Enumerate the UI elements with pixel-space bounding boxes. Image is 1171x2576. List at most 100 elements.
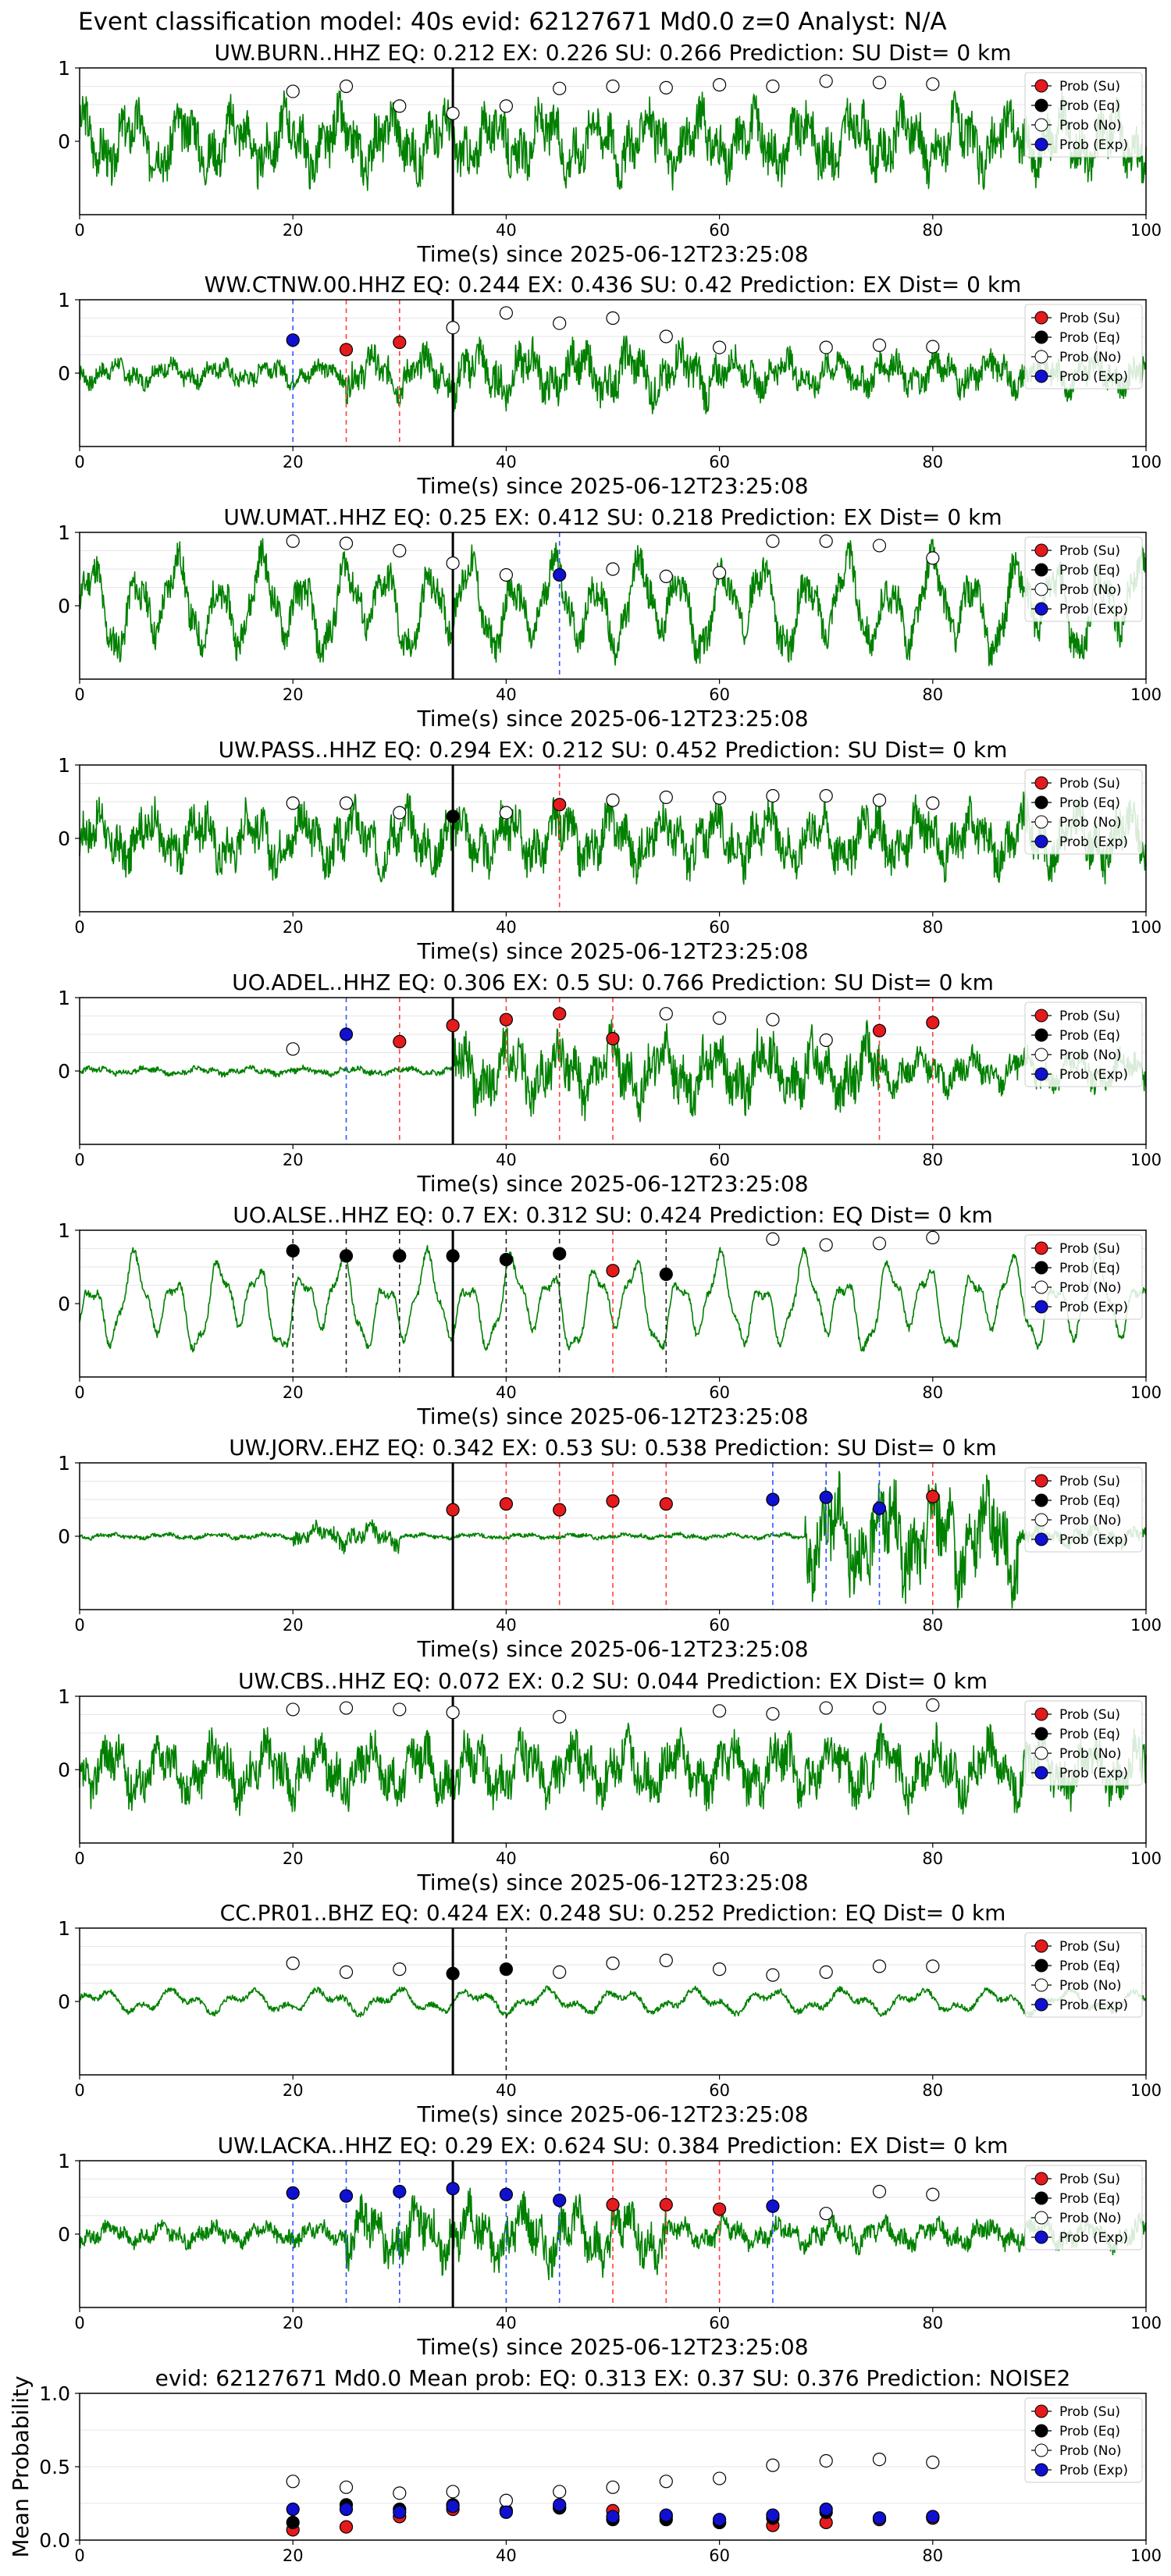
y-tick-label: 0 xyxy=(58,362,70,385)
prob-marker-su xyxy=(499,1012,514,1026)
legend-label: Prob (Exp) xyxy=(1059,2463,1128,2478)
prob-marker-eq xyxy=(446,809,460,824)
x-tick-label: 100 xyxy=(1130,221,1162,240)
prob-marker-no xyxy=(872,338,887,352)
prob-marker-no xyxy=(872,1236,887,1251)
legend-box xyxy=(1024,1467,1143,1553)
waveform-trace xyxy=(79,1244,1147,1353)
prob-marker-exp xyxy=(819,1490,833,1504)
x-tick-label: 40 xyxy=(496,1616,517,1635)
prob-marker-exp xyxy=(393,2184,407,2199)
prob-marker-eq xyxy=(553,1247,567,1261)
prob-marker-su xyxy=(446,1503,460,1517)
prob-marker-eq xyxy=(499,1252,514,1267)
prob-marker-no xyxy=(872,2184,887,2199)
legend-marker xyxy=(1034,369,1048,383)
legend-marker xyxy=(1034,1474,1048,1488)
y-tick-label: 0 xyxy=(58,1991,70,2013)
x-tick-label: 60 xyxy=(709,2546,730,2565)
y-tick-label: 0 xyxy=(58,1060,70,1083)
prob-marker-no xyxy=(819,534,833,548)
legend-label: Prob (Exp) xyxy=(1059,602,1128,617)
y-tick-label: 0 xyxy=(58,1293,70,1315)
x-tick-label: 60 xyxy=(709,685,730,704)
prob-marker-no xyxy=(659,1953,673,1967)
legend-label: Prob (Exp) xyxy=(1059,1766,1128,1781)
legend-box xyxy=(1024,536,1143,622)
panel-5: UO.ADEL..HHZ EQ: 0.306 EX: 0.5 SU: 0.766… xyxy=(58,970,1162,1197)
panel-10: UW.LACKA..HHZ EQ: 0.29 EX: 0.624 SU: 0.3… xyxy=(58,2133,1162,2360)
x-tick-label: 80 xyxy=(922,918,943,937)
x-tick-label: 60 xyxy=(709,2314,730,2332)
x-tick-label: 80 xyxy=(922,1616,943,1635)
prob-marker-no xyxy=(872,1959,887,1973)
legend-label: Prob (Su) xyxy=(1059,1939,1120,1955)
legend-label: Prob (Eq) xyxy=(1059,2191,1120,2207)
prob-marker-no xyxy=(819,2207,833,2221)
legend-marker xyxy=(1034,1241,1048,1255)
prob-marker-no xyxy=(926,796,940,810)
legend-marker xyxy=(1034,1513,1048,1527)
mean-prob-marker-no xyxy=(606,2480,620,2494)
y-tick-label: 1 xyxy=(58,289,70,311)
legend-marker xyxy=(1034,1009,1048,1023)
prob-marker-su xyxy=(393,335,407,350)
prob-marker-su xyxy=(553,1503,567,1517)
prob-marker-su xyxy=(553,798,567,812)
x-tick-label: 20 xyxy=(283,1849,304,1868)
x-tick-label: 20 xyxy=(283,221,304,240)
waveform-trace xyxy=(79,538,1147,667)
mean-prob-marker-no xyxy=(446,2485,460,2499)
legend-label: Prob (Su) xyxy=(1059,1009,1120,1024)
legend-box xyxy=(1024,1700,1143,1786)
prob-marker-no xyxy=(712,1011,727,1025)
x-axis-label: Time(s) since 2025-06-12T23:25:08 xyxy=(416,1404,808,1429)
prob-marker-no xyxy=(926,1698,940,1712)
legend-label: Prob (Eq) xyxy=(1059,330,1120,346)
y-tick-label: 1 xyxy=(58,1685,70,1708)
legend-label: Prob (No) xyxy=(1059,2443,1122,2459)
x-tick-label: 0 xyxy=(74,1151,84,1169)
mean-prob-marker-exp xyxy=(766,2508,780,2522)
legend-box xyxy=(1024,2165,1143,2250)
prob-marker-no xyxy=(926,1959,940,1973)
x-tick-label: 60 xyxy=(709,2081,730,2100)
panel-title: UW.LACKA..HHZ EQ: 0.29 EX: 0.624 SU: 0.3… xyxy=(218,2133,1009,2158)
x-tick-label: 60 xyxy=(709,918,730,937)
legend-marker xyxy=(1034,1261,1048,1275)
legend-label: Prob (No) xyxy=(1059,1513,1122,1528)
prob-marker-su xyxy=(606,2197,620,2211)
x-tick-label: 40 xyxy=(496,685,517,704)
x-tick-label: 100 xyxy=(1130,685,1162,704)
legend-marker xyxy=(1034,311,1048,325)
legend-label: Prob (No) xyxy=(1059,350,1122,365)
legend-marker xyxy=(1034,563,1048,577)
prob-marker-no xyxy=(712,1962,727,1976)
prob-marker-no xyxy=(766,79,780,94)
x-tick-label: 0 xyxy=(74,453,84,471)
legend-label: Prob (No) xyxy=(1059,118,1122,133)
prob-marker-no xyxy=(553,316,567,330)
mean-prob-marker-exp xyxy=(606,2510,620,2524)
legend-marker xyxy=(1034,2191,1048,2205)
prob-marker-no xyxy=(446,106,460,120)
mean-prob-marker-no xyxy=(819,2453,833,2468)
panel-title: UW.JORV..EHZ EQ: 0.342 EX: 0.53 SU: 0.53… xyxy=(229,1435,997,1461)
legend-marker xyxy=(1034,2424,1048,2438)
x-tick-label: 60 xyxy=(709,1616,730,1635)
legend-marker xyxy=(1034,137,1048,151)
mean-prob-marker-no xyxy=(659,2475,673,2489)
x-tick-label: 0 xyxy=(74,1616,84,1635)
legend-marker xyxy=(1034,582,1048,596)
y-tick-label: 0 xyxy=(58,2223,70,2246)
x-tick-label: 40 xyxy=(496,2314,517,2332)
legend-label: Prob (Exp) xyxy=(1059,834,1128,850)
mean-prob-marker-exp xyxy=(926,2510,940,2524)
x-tick-label: 20 xyxy=(283,685,304,704)
panel-11: evid: 62127671 Md0.0 Mean prob: EQ: 0.31… xyxy=(8,2365,1162,2565)
x-tick-label: 40 xyxy=(496,918,517,937)
prob-marker-no xyxy=(553,81,567,95)
y-tick-label: 1 xyxy=(58,1219,70,1242)
prob-marker-no xyxy=(606,1956,620,1970)
